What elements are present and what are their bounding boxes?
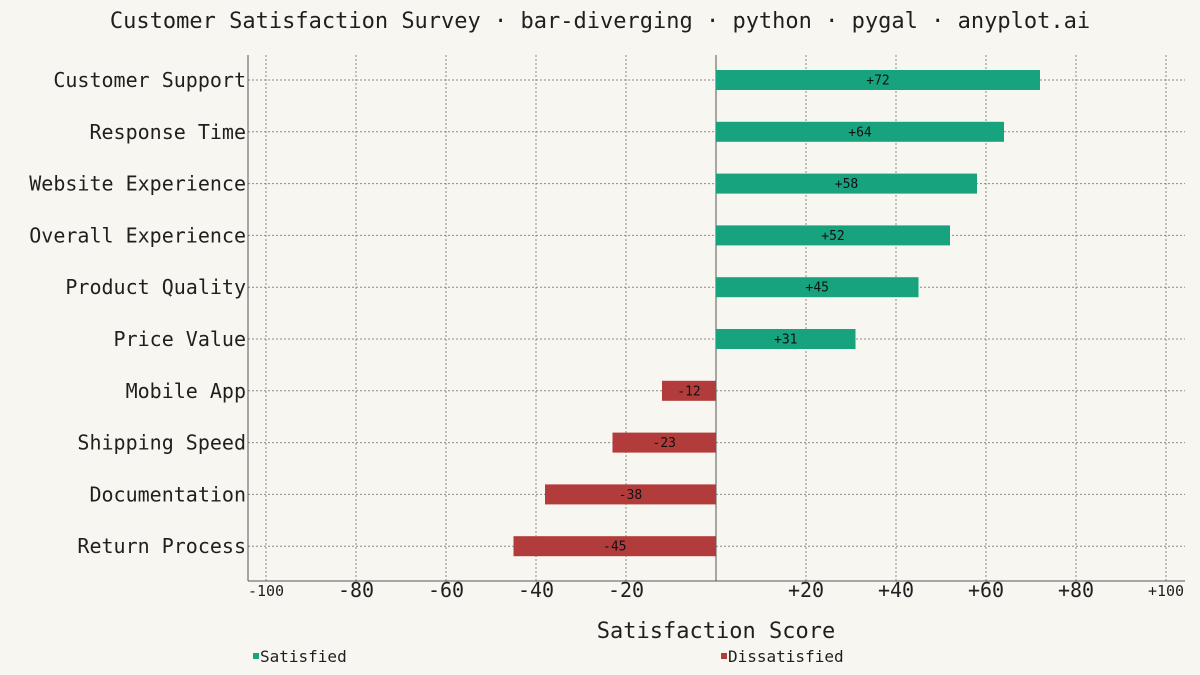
bar (716, 70, 1040, 90)
bars (513, 70, 1040, 557)
labels: -100 -80 -60 -40 -20 +20 +40 +60 +80 +100 Customer… (29, 68, 1184, 602)
bar (662, 380, 716, 401)
category-label: Customer Support (53, 68, 246, 92)
chart-title: Customer Satisfaction Survey · bar-diver… (110, 9, 1090, 34)
bar (716, 329, 856, 349)
x-tick-label: -40 (518, 578, 554, 602)
legend-label: Dissatisfied (728, 647, 844, 666)
x-tick-label: -20 (608, 578, 644, 602)
category-label: Product Quality (65, 275, 246, 299)
bar (545, 484, 716, 505)
value-label: +58 (835, 177, 858, 192)
value-label: -12 (677, 384, 700, 399)
value-label: +72 (866, 74, 889, 89)
category-label: Shipping Speed (77, 431, 246, 455)
value-label: +31 (774, 333, 797, 348)
legend-label: Satisfied (260, 647, 347, 666)
x-axis-title: Satisfaction Score (597, 619, 835, 644)
category-label: Documentation (89, 482, 246, 506)
category-label: Mobile App (126, 379, 246, 403)
x-tick-label: -100 (248, 582, 284, 600)
bar (716, 173, 977, 194)
legend: Satisfied Dissatisfied (253, 647, 844, 666)
bar (716, 277, 919, 298)
category-label: Overall Experience (29, 223, 246, 247)
value-label: +45 (806, 281, 829, 296)
x-tick-label: +60 (968, 578, 1004, 602)
category-label: Price Value (114, 327, 246, 351)
x-tick-label: +40 (878, 578, 914, 602)
value-label: -23 (653, 436, 676, 451)
x-tick-label: -60 (428, 578, 464, 602)
category-label: Website Experience (29, 172, 246, 196)
value-label: -38 (619, 488, 642, 503)
value-label: +52 (821, 229, 844, 244)
x-tick-label: +80 (1058, 578, 1094, 602)
value-label: -45 (603, 540, 626, 555)
bar (716, 225, 950, 246)
legend-swatch (253, 653, 259, 659)
category-label: Response Time (89, 120, 246, 144)
bar (716, 121, 1004, 142)
x-tick-label: +20 (788, 578, 824, 602)
bar (612, 432, 716, 453)
x-tick-label: +100 (1148, 582, 1184, 600)
bar (513, 536, 716, 557)
legend-swatch (721, 653, 727, 659)
value-label: +64 (848, 125, 872, 140)
category-label: Return Process (77, 534, 246, 558)
x-tick-label: -80 (338, 578, 374, 602)
